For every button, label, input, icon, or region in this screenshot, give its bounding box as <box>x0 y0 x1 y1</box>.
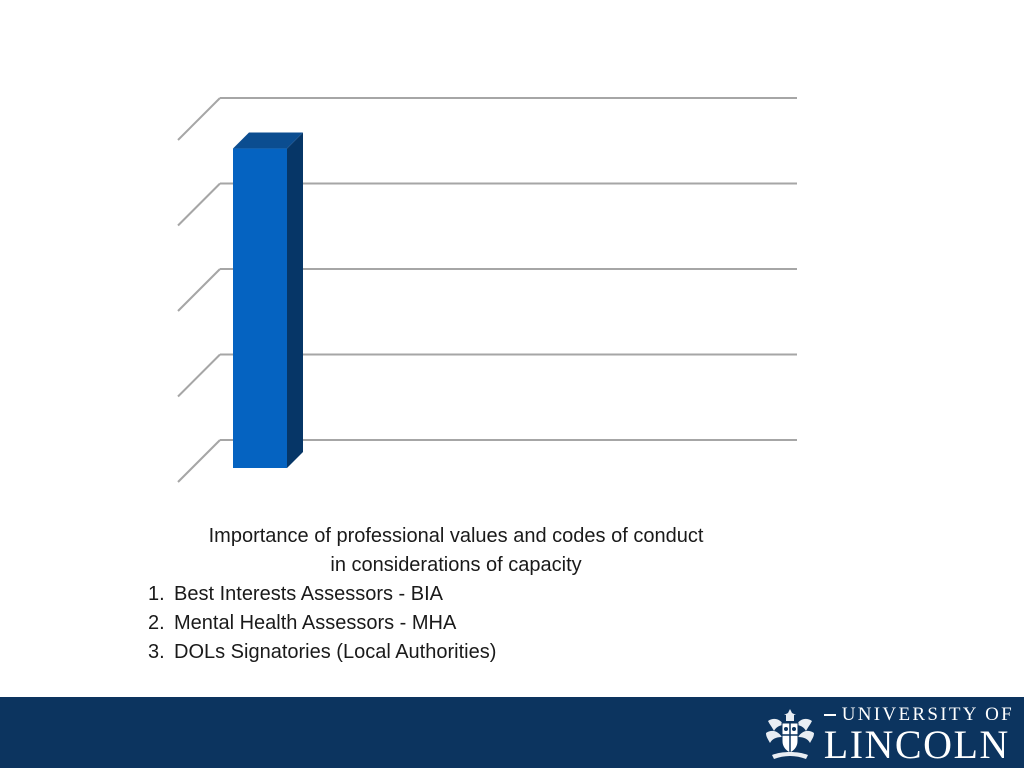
gridline-diagonal <box>177 182 221 227</box>
logo-text-top: UNIVERSITY OF <box>841 704 1014 725</box>
caption-title-line-1: Importance of professional values and co… <box>208 525 704 547</box>
caption-list-item: 2. Mental Health Assessors - MHA <box>148 609 768 638</box>
gridline-diagonal <box>177 439 221 483</box>
list-item-text: DOLs Signatories (Local Authorities) <box>174 641 497 663</box>
list-item-text: Mental Health Assessors - MHA <box>174 612 457 634</box>
chart-caption: Importance of professional values and co… <box>148 522 768 667</box>
bar <box>233 132 303 469</box>
bar-side-face <box>287 132 303 469</box>
list-item-number: 2. <box>148 612 165 634</box>
university-logo: UNIVERSITY OF LINCOLN <box>762 705 1014 765</box>
list-item-number: 1. <box>148 583 165 605</box>
gridline-diagonal <box>177 97 221 141</box>
chart-gridlines <box>177 97 797 483</box>
bar-front-face <box>233 148 287 469</box>
logo-wordmark: UNIVERSITY OF LINCOLN <box>823 704 1014 767</box>
bar-top-face <box>233 132 303 149</box>
caption-list-item: 3. DOLs Signatories (Local Authorities) <box>148 638 768 667</box>
gridline-diagonal <box>177 353 221 398</box>
logo-text-bottom: LINCOLN <box>823 722 1010 767</box>
caption-list-item: 1. Best Interests Assessors - BIA <box>148 580 768 609</box>
list-item-number: 3. <box>148 641 165 663</box>
footer-bar: UNIVERSITY OF LINCOLN <box>0 697 1024 768</box>
bar-chart <box>177 97 797 483</box>
gridline-diagonal <box>177 268 221 312</box>
list-item-text: Best Interests Assessors - BIA <box>174 583 443 605</box>
caption-list: 1. Best Interests Assessors - BIA 2. Men… <box>148 580 768 667</box>
university-crest-icon <box>765 709 814 759</box>
chart-bars <box>233 132 303 469</box>
caption-title-line-2: in considerations of capacity <box>330 554 582 576</box>
